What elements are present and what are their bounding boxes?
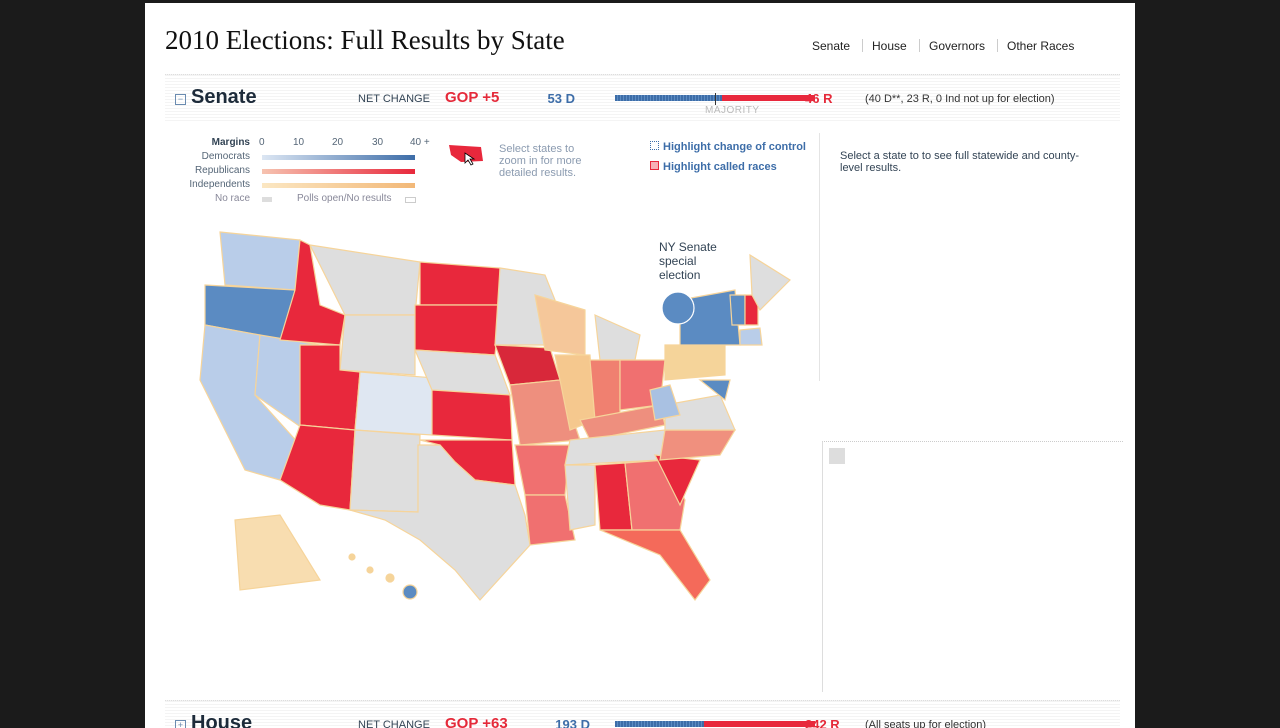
state[interactable] xyxy=(349,429,421,513)
nav-link[interactable]: Other Races xyxy=(1007,39,1075,53)
state[interactable] xyxy=(594,314,641,361)
state[interactable] xyxy=(366,566,374,574)
rep-seats: 242 R xyxy=(805,717,840,728)
state[interactable] xyxy=(659,429,737,461)
option[interactable]: Highlight called races xyxy=(650,161,777,173)
map-note: NY Senate special election xyxy=(659,240,717,282)
divider xyxy=(819,133,820,381)
race-name[interactable]: House xyxy=(191,712,253,728)
us-map[interactable] xyxy=(145,3,1135,663)
zoom-icon[interactable] xyxy=(447,141,487,167)
legend-row-label: Independents xyxy=(189,179,250,190)
legend-tick: 0 xyxy=(259,137,265,148)
legend-row-label: Republicans xyxy=(194,165,250,176)
dem-bar xyxy=(615,721,704,727)
detail-panel xyxy=(822,441,1123,692)
legend-tick: 40 + xyxy=(410,137,430,148)
nav-link[interactable]: House xyxy=(872,39,907,53)
state[interactable] xyxy=(419,261,501,306)
expand-icon[interactable]: + xyxy=(175,720,186,728)
state[interactable] xyxy=(349,444,531,601)
rep-seats: 46 R xyxy=(805,91,833,106)
nav-link[interactable]: Senate xyxy=(812,39,851,53)
state[interactable] xyxy=(219,231,301,291)
option-label[interactable]: Highlight called races xyxy=(663,161,777,173)
legend: Margins 0 10 20 30 40 + Democrats Republicans In… xyxy=(175,137,435,212)
state[interactable] xyxy=(534,294,586,356)
state[interactable] xyxy=(564,429,666,466)
legend-row-label: Democrats xyxy=(201,151,250,162)
state[interactable] xyxy=(414,304,501,356)
state[interactable] xyxy=(599,529,711,601)
state[interactable] xyxy=(589,359,621,421)
senate-row: − Senate NET CHANGE GOP +5 53 D 46 R MAJ… xyxy=(165,74,1120,121)
majority-tick xyxy=(715,93,716,105)
race-name[interactable]: Senate xyxy=(191,86,257,108)
nav-separator xyxy=(997,39,998,52)
majority-label: MAJORITY xyxy=(705,105,760,116)
net-change-label: NET CHANGE xyxy=(358,93,430,105)
dem-seats: 53 D xyxy=(547,91,575,106)
ny-special[interactable] xyxy=(661,291,695,325)
legend-swatch xyxy=(262,155,415,160)
net-change: GOP +5 xyxy=(445,89,500,106)
state[interactable] xyxy=(354,371,436,436)
legend-swatch xyxy=(262,169,415,174)
panel-icon xyxy=(829,448,845,464)
net-change: GOP +63 xyxy=(445,715,508,728)
house-row: + House NET CHANGE GOP +63 193 D 242 R (… xyxy=(165,700,1120,728)
legend-row-label: No race xyxy=(214,193,250,204)
legend-row-label: Polls open/No results xyxy=(297,193,392,204)
state[interactable] xyxy=(739,327,763,346)
option-label[interactable]: Highlight change of control xyxy=(663,141,806,153)
dem-seats: 193 D xyxy=(555,717,590,728)
page: 2010 Elections: Full Results by State − … xyxy=(145,3,1135,728)
state[interactable] xyxy=(308,244,421,316)
state[interactable] xyxy=(279,239,346,346)
nav-separator xyxy=(862,39,863,52)
legend-swatch xyxy=(405,197,416,203)
legend-title: Margins xyxy=(211,137,250,148)
state[interactable] xyxy=(234,514,321,591)
net-change-label: NET CHANGE xyxy=(358,719,430,728)
nav-separator xyxy=(919,39,920,52)
option[interactable]: Highlight change of control xyxy=(650,141,806,153)
detail-hint: Select a state to to see full statewide … xyxy=(840,150,1080,174)
state[interactable] xyxy=(664,344,726,381)
state[interactable] xyxy=(339,314,416,376)
state[interactable] xyxy=(431,389,513,441)
legend-tick: 10 xyxy=(293,137,305,148)
state[interactable] xyxy=(385,573,395,583)
state[interactable] xyxy=(729,294,746,326)
rep-bar xyxy=(722,95,815,101)
state[interactable] xyxy=(664,394,736,431)
state[interactable] xyxy=(698,379,731,402)
zoom-hint: Select states to zoom in for more detail… xyxy=(499,143,582,179)
nav-link[interactable]: Governors xyxy=(929,39,986,53)
state[interactable] xyxy=(564,464,596,531)
state[interactable] xyxy=(514,444,571,496)
legend-swatch xyxy=(262,197,272,202)
state[interactable] xyxy=(402,584,418,600)
state[interactable] xyxy=(348,553,356,561)
note: (All seats up for election) xyxy=(865,719,987,728)
state[interactable] xyxy=(524,494,576,546)
state[interactable] xyxy=(749,253,791,311)
note: (40 D**, 23 R, 0 Ind not up for election… xyxy=(865,93,1055,105)
rep-bar xyxy=(703,721,815,727)
legend-tick: 20 xyxy=(332,137,344,148)
state[interactable] xyxy=(279,424,356,511)
collapse-icon[interactable]: − xyxy=(175,94,186,105)
legend-swatch xyxy=(262,183,415,188)
state[interactable] xyxy=(649,384,681,421)
page-title: 2010 Elections: Full Results by State xyxy=(165,25,565,55)
legend-tick: 30 xyxy=(372,137,384,148)
dem-bar xyxy=(615,95,723,101)
